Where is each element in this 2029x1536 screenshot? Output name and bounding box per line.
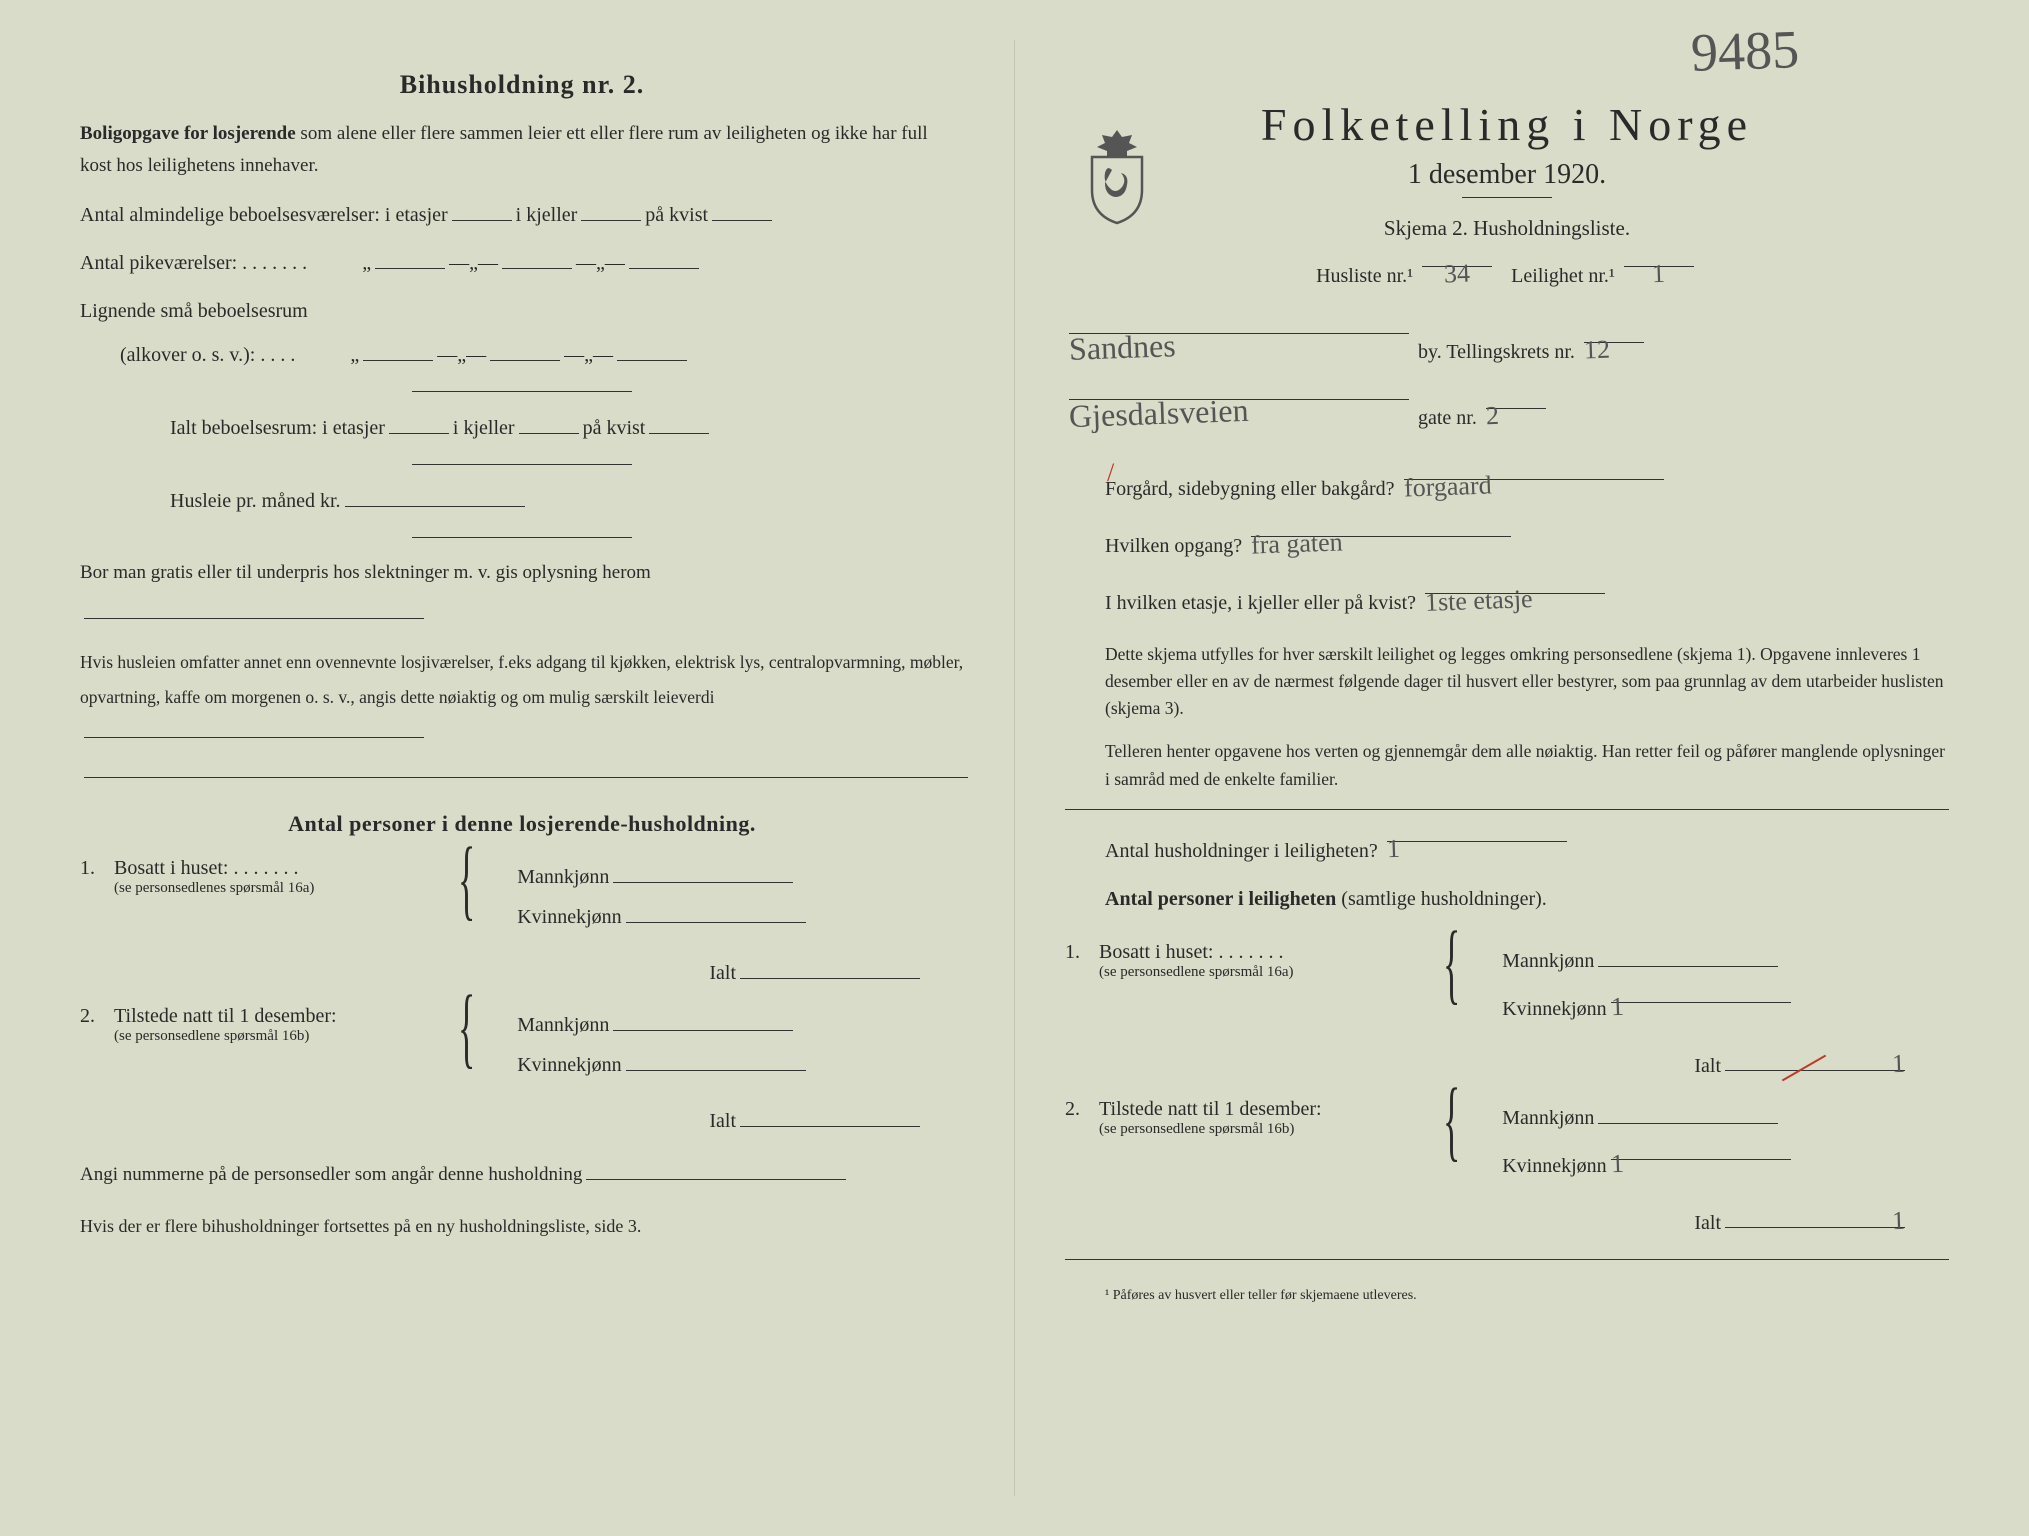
line-ialt: Ialt beboelsesrum: i etasjeri kjellerpå … <box>80 406 964 450</box>
etasje-line: I hvilken etasje, i kjeller eller på kvi… <box>1065 572 1949 625</box>
krets-value: 12 <box>1583 321 1611 379</box>
left-heading: Bihusholdning nr. 2. <box>80 70 964 100</box>
ialt-val-2: 1 <box>1891 1205 1905 1235</box>
hvis-flere: Hvis der er flere bihusholdninger fortse… <box>80 1211 964 1242</box>
etasje-value: 1ste etasje <box>1424 570 1534 631</box>
by-value: Sandnes <box>1068 310 1177 384</box>
husliste-line: Husliste nr.¹ 34 Leilighet nr.¹ 1 <box>1065 245 1949 298</box>
item-1-right: 1. Bosatt i huset: . . . . . . . (se per… <box>1065 941 1949 1029</box>
leilighet-value: 1 <box>1651 245 1666 303</box>
instructions-2: Telleren henter opgavene hos verten og g… <box>1065 738 1949 792</box>
line-almindelige: Antal almindelige beboelsesværelser: i e… <box>80 193 964 237</box>
intro-para: Boligopgave for losjerende som alene ell… <box>80 118 964 183</box>
footnote: ¹ Påføres av husvert eller teller før sk… <box>1065 1288 1949 1304</box>
opgang-line: Hvilken opgang? fra gaten <box>1065 515 1949 568</box>
main-title: Folketelling i Norge <box>1065 98 1949 151</box>
para-husleien: Hvis husleien omfatter annet enn ovennev… <box>80 645 964 750</box>
antal-pers-head: Antal personer i leiligheten (samtlige h… <box>1065 877 1949 921</box>
gatenr-value: 2 <box>1485 387 1500 445</box>
instructions-1: Dette skjema utfylles for hver særskilt … <box>1065 641 1949 722</box>
skjema-line: Skjema 2. Husholdningsliste. <box>1065 216 1949 241</box>
hw-top-number: 9485 <box>1690 18 1800 84</box>
left-page: Bihusholdning nr. 2. Boligopgave for los… <box>30 40 1015 1496</box>
antal-hush-line: Antal husholdninger i leiligheten? 1 <box>1065 820 1949 873</box>
item-1-left: 1. Bosatt i huset: . . . . . . . (se per… <box>80 857 964 937</box>
line-pike: Antal pikeværelser: . . . . . . . „—„——„… <box>80 241 964 285</box>
ialt-val-1: 1 <box>1891 1048 1905 1078</box>
antal-hush-value: 1 <box>1386 819 1401 877</box>
angi-line: Angi nummerne på de personsedler som ang… <box>80 1159 964 1191</box>
item-2-left: 2. Tilstede natt til 1 desember: (se per… <box>80 1005 964 1085</box>
opgang-value: fra gaten <box>1250 513 1344 573</box>
gate-value: Gjesdalsveien <box>1068 375 1250 452</box>
coat-of-arms-icon <box>1075 125 1159 225</box>
forgard-line: Forgård, sidebygning eller bakgård? forg… <box>1065 458 1949 511</box>
forgard-value: forgaard <box>1403 456 1493 516</box>
subtitle: 1 desember 1920. <box>1065 159 1949 191</box>
line-lignende: Lignende små beboelsesrum (alkover o. s.… <box>80 289 964 377</box>
husliste-value: 34 <box>1443 245 1471 303</box>
red-mark-icon: / <box>1107 458 1114 488</box>
right-page: 9485 Folketelling i Norge 1 desember 192… <box>1015 40 1999 1496</box>
by-line: Sandnes by. Tellingskrets nr. 12 <box>1065 312 1949 374</box>
intro-bold: Boligopgave for losjerende <box>80 123 296 144</box>
kvinne-val-1: 1 <box>1610 980 1625 1032</box>
item-2-right: 2. Tilstede natt til 1 desember: (se per… <box>1065 1098 1949 1186</box>
gate-line: Gjesdalsveien gate nr. 2 <box>1065 378 1949 440</box>
left-section-head: Antal personer i denne losjerende-hushol… <box>80 811 964 837</box>
kvinne-val-2: 1 <box>1610 1137 1625 1189</box>
line-gratis: Bor man gratis eller til underpris hos s… <box>80 552 964 636</box>
line-husleie: Husleie pr. måned kr. <box>80 479 964 523</box>
